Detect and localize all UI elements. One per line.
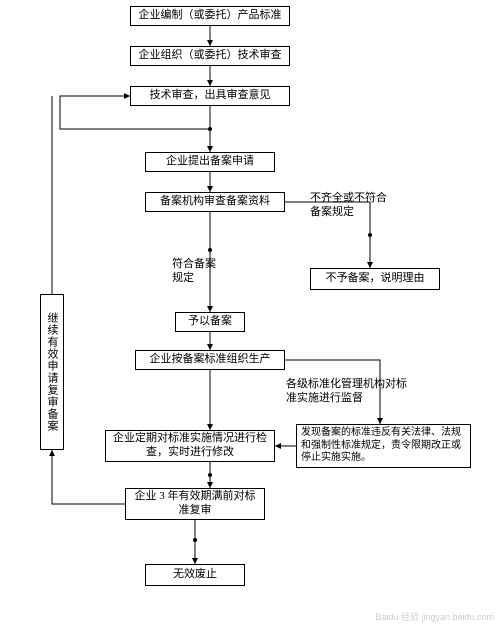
node-tech-review-opinion: 技术审查，出具审查意见	[130, 86, 290, 106]
node-compile-standard: 企业编制（或委托）产品标准	[130, 6, 290, 26]
node-filing-apply: 企业提出备案申请	[145, 152, 275, 172]
node-reject-filing: 不予备案，说明理由	[310, 268, 440, 290]
label-supervision: 各级标准化管理机构对标准实施进行监督	[286, 378, 416, 406]
watermark: Baidu 经验 jingyan.baidu.com	[375, 610, 494, 623]
node-accept-filing: 予以备案	[175, 312, 245, 332]
label-conforms: 符合备案规定	[172, 258, 218, 286]
node-production: 企业按备案标准组织生产	[135, 350, 285, 370]
node-invalid-abolish: 无效废止	[145, 564, 245, 586]
node-three-year-review: 企业 3 年有效期满前对标准复审	[125, 488, 265, 520]
node-violation-found: 发现备案的标准违反有关法律、法规和强制性标准规定，责令限期改正或停止实施实施。	[296, 424, 471, 468]
node-side-revalidate: 继续有效申请复审备案	[40, 294, 64, 450]
node-tech-review-org: 企业组织（或委托）技术审查	[130, 46, 290, 66]
node-periodic-check: 企业定期对标准实施情况进行检查，实时进行修改	[105, 430, 275, 462]
label-incomplete: 不齐全或不符合备案规定	[310, 192, 390, 220]
node-filing-review: 备案机构审查备案资料	[145, 192, 285, 212]
